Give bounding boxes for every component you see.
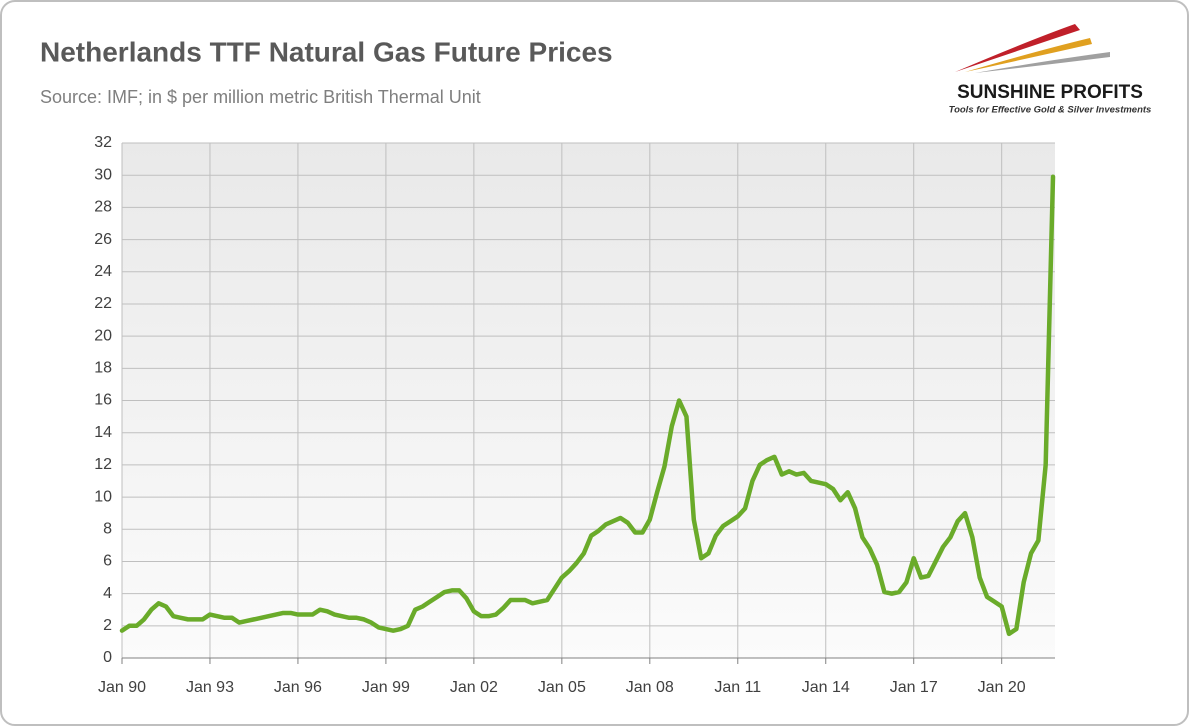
- y-tick-label: 20: [94, 327, 112, 344]
- data-line: [119, 174, 1056, 637]
- x-tick-label: Jan 11: [714, 679, 761, 696]
- x-tick-label: Jan 17: [890, 679, 938, 696]
- y-tick-label: 18: [94, 360, 112, 377]
- x-tick-label: Jan 90: [98, 679, 146, 696]
- x-tick-label: Jan 96: [274, 679, 322, 696]
- y-tick-label: 10: [94, 488, 112, 505]
- y-tick-label: 4: [103, 585, 112, 602]
- logo-tagline: Tools for Effective Gold & Silver Invest…: [949, 105, 1152, 116]
- logo-swoosh: [955, 24, 1080, 72]
- x-tick-label: Jan 93: [186, 679, 234, 696]
- x-tick-label: Jan 14: [802, 679, 850, 696]
- logo-name: SUNSHINE PROFITS: [957, 82, 1143, 103]
- chart-title: Netherlands TTF Natural Gas Future Price…: [40, 36, 613, 67]
- y-tick-label: 2: [103, 617, 112, 634]
- logo-swoosh: [965, 38, 1092, 72]
- x-tick-label: Jan 05: [538, 679, 586, 696]
- x-tick-label: Jan 08: [626, 679, 674, 696]
- y-tick-label: 22: [94, 295, 112, 312]
- y-tick-label: 28: [94, 199, 112, 216]
- y-tick-label: 24: [94, 263, 112, 280]
- y-tick-label: 8: [103, 520, 112, 537]
- y-tick-label: 12: [94, 456, 112, 473]
- x-tick-label: Jan 99: [362, 679, 410, 696]
- logo-swoosh: [975, 52, 1110, 73]
- x-tick-label: Jan 02: [450, 679, 498, 696]
- x-tick-label: Jan 20: [978, 679, 1026, 696]
- y-tick-label: 16: [94, 392, 112, 409]
- y-tick-label: 26: [94, 231, 112, 248]
- y-tick-label: 30: [94, 166, 112, 183]
- y-tick-label: 0: [103, 649, 112, 666]
- y-tick-label: 6: [103, 553, 112, 570]
- logo: SUNSHINE PROFITS Tools for Effective Gol…: [949, 24, 1152, 116]
- y-tick-label: 14: [94, 424, 112, 441]
- chart-subtitle: Source: IMF; in $ per million metric Bri…: [40, 87, 481, 107]
- y-tick-label: 32: [94, 134, 112, 151]
